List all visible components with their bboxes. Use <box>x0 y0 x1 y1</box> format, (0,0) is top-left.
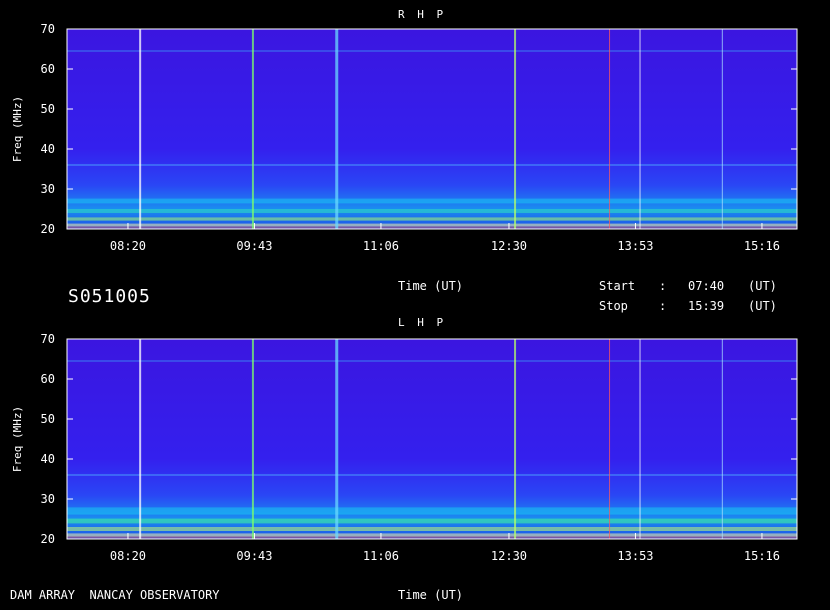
lhp-noise-band <box>67 360 797 362</box>
lhp-spectrum-background <box>67 339 797 539</box>
rhp-x-tick-label: 09:43 <box>236 239 272 253</box>
start-colon: : <box>659 279 667 293</box>
footer-time-axis-label: Time (UT) <box>398 588 464 602</box>
lhp-noise-band <box>67 536 797 539</box>
lhp-x-tick-label: 08:20 <box>110 549 146 563</box>
rhp-y-tick-label: 50 <box>41 102 55 116</box>
rhp-noise-band <box>67 226 797 229</box>
rhp-noise-band <box>67 198 797 204</box>
start-label: Start <box>599 279 636 293</box>
lhp-noise-band <box>67 474 797 476</box>
lhp-y-axis-label: Freq (MHz) <box>11 406 24 472</box>
lhp-x-tick-label: 11:06 <box>363 549 399 563</box>
rhp-spectrum-background <box>67 29 797 229</box>
lhp-y-tick-label: 70 <box>41 332 55 346</box>
lhp-x-tick-label: 13:53 <box>617 549 653 563</box>
rhp-x-tick-label: 12:30 <box>491 239 527 253</box>
stop-colon: : <box>659 299 667 313</box>
rhp-y-tick-label: 40 <box>41 142 55 156</box>
lhp-y-tick-label: 60 <box>41 372 55 386</box>
stop-label: Stop <box>599 299 628 313</box>
rhp-y-tick-label: 60 <box>41 62 55 76</box>
rhp-y-axis-label: Freq (MHz) <box>11 96 24 162</box>
rhp-title: R H P <box>398 8 447 21</box>
lhp-y-tick-label: 20 <box>41 532 55 546</box>
lhp-x-tick-label: 12:30 <box>491 549 527 563</box>
lhp-plot-frame <box>66 338 798 540</box>
lhp-y-tick-label: 50 <box>41 412 55 426</box>
lhp-x-tick-label: 09:43 <box>236 549 272 563</box>
rhp-y-tick-label: 30 <box>41 182 55 196</box>
rhp-noise-band <box>67 217 797 221</box>
mid-time-axis-label: Time (UT) <box>398 279 464 293</box>
rhp-y-tick-label: 70 <box>41 22 55 36</box>
rhp-noise-band <box>67 50 797 52</box>
lhp-spectrogram: 20 30 40 50 60 70 08:20 09:43 11:06 12:30 13:53 15:… <box>11 332 798 563</box>
rhp-spectrogram: 20 30 40 50 60 70 08:20 09:43 11:06 12:30 13:53 15:… <box>11 22 798 253</box>
rhp-noise-band <box>67 223 797 227</box>
stop-unit: (UT) <box>748 299 777 313</box>
rhp-y-tick-label: 20 <box>41 222 55 236</box>
lhp-noise-band <box>67 507 797 515</box>
lhp-noise-band <box>67 518 797 524</box>
start-unit: (UT) <box>748 279 777 293</box>
rhp-noise-band <box>67 164 797 166</box>
start-time: 07:40 <box>688 279 725 293</box>
lhp-y-tick-label: 30 <box>41 492 55 506</box>
lhp-noise-band <box>67 533 797 537</box>
rhp-x-tick-label: 08:20 <box>110 239 146 253</box>
station-id: S051005 <box>68 286 151 307</box>
rhp-plot-frame <box>66 28 798 230</box>
observatory-label: DAM ARRAY NANCAY OBSERVATORY <box>10 588 220 602</box>
lhp-x-tick-label: 15:16 <box>744 549 780 563</box>
lhp-y-tick-label: 40 <box>41 452 55 466</box>
rhp-x-tick-label: 11:06 <box>363 239 399 253</box>
lhp-title: L H P <box>398 316 447 329</box>
rhp-x-tick-label: 13:53 <box>617 239 653 253</box>
rhp-noise-band <box>67 209 797 213</box>
stop-time: 15:39 <box>688 299 725 313</box>
lhp-noise-band <box>67 527 797 531</box>
rhp-x-tick-label: 15:16 <box>744 239 780 253</box>
